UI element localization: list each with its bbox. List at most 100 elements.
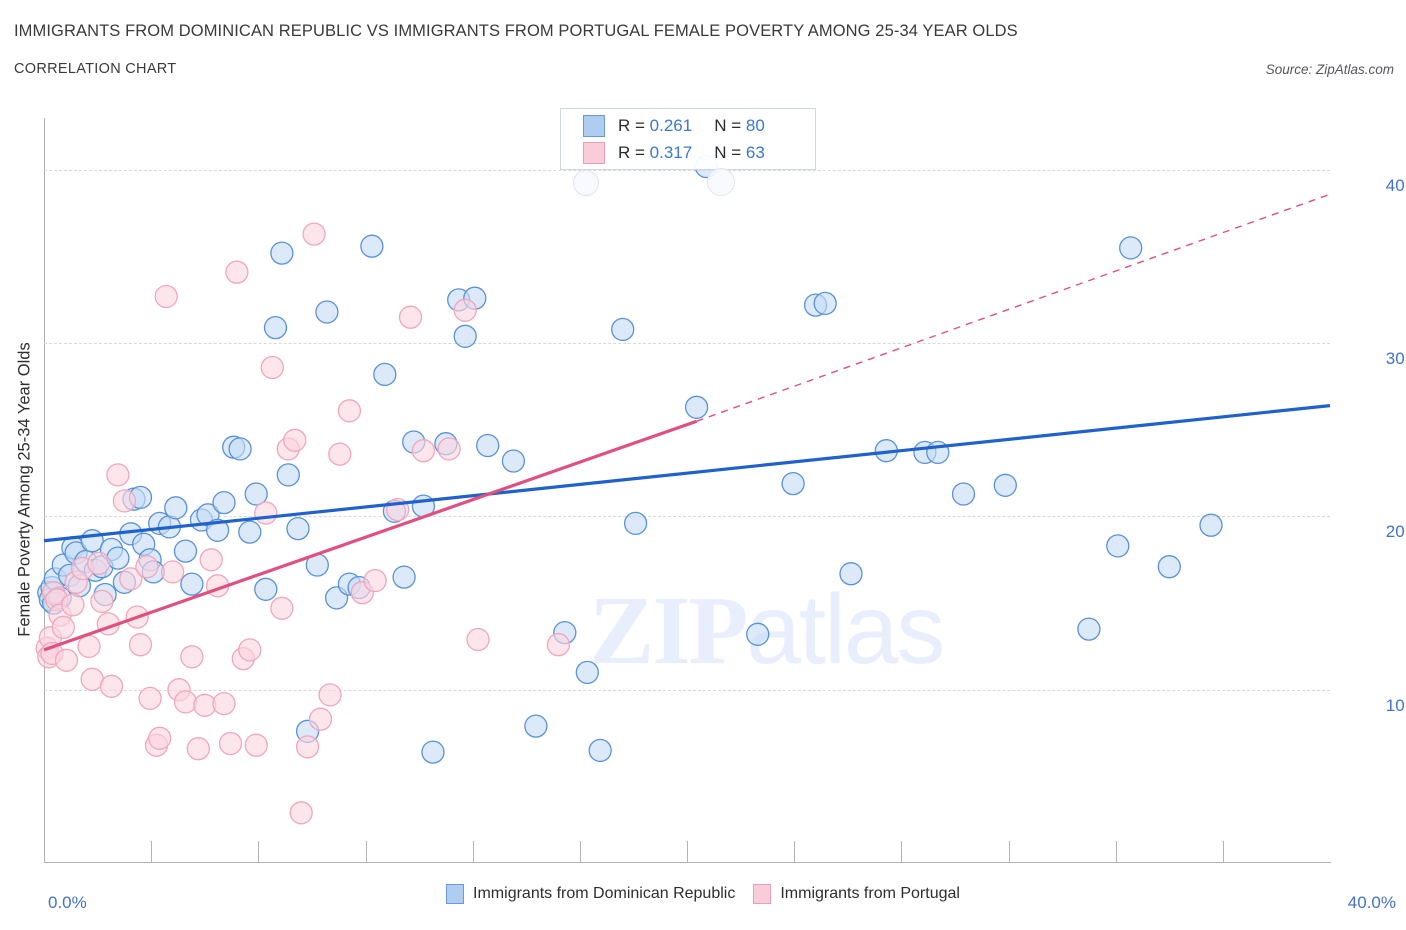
scatter-point[interactable]: [1077, 617, 1101, 641]
scatter-point[interactable]: [337, 399, 362, 423]
scatter-point[interactable]: [781, 471, 805, 496]
scatter-point[interactable]: [308, 707, 333, 731]
scatter-point[interactable]: [212, 490, 236, 515]
scatter-point[interactable]: [524, 714, 548, 738]
legend-n-label-blue: N =: [714, 116, 746, 135]
scatter-point[interactable]: [254, 501, 278, 525]
scatter-point[interactable]: [1199, 513, 1223, 537]
series-label-portugal: Immigrants from Portugal: [780, 885, 960, 902]
scatter-point[interactable]: [476, 433, 500, 458]
scatter-point[interactable]: [180, 572, 204, 596]
scatter-point[interactable]: [993, 473, 1017, 497]
scatter-point[interactable]: [225, 260, 249, 284]
scatter-canvas: [35, 154, 1331, 825]
legend-n-value-pink: 63: [745, 143, 765, 162]
scatter-point[interactable]: [588, 738, 612, 763]
legend-swatch-pink: [583, 142, 605, 164]
scatter-point[interactable]: [360, 234, 384, 258]
scatter-point[interactable]: [61, 593, 85, 617]
series-swatch-dominican-republic: [446, 884, 465, 904]
scatter-point[interactable]: [173, 690, 198, 714]
scatter-point[interactable]: [119, 567, 143, 591]
legend-r-pink: R = 0.317: [618, 143, 692, 163]
legend-ghost-circle-mid: [707, 168, 735, 196]
scatter-point[interactable]: [164, 496, 188, 520]
scatter-point[interactable]: [148, 726, 172, 750]
scatter-point[interactable]: [186, 737, 210, 761]
scatter-point[interactable]: [173, 539, 198, 563]
series-legend-item-portugal[interactable]: Immigrants from Portugal: [753, 884, 960, 904]
scatter-point[interactable]: [99, 674, 124, 698]
scatter-point[interactable]: [328, 442, 352, 466]
scatter-point[interactable]: [205, 518, 230, 542]
scatter-point[interactable]: [411, 439, 436, 463]
scatter-point[interactable]: [289, 801, 313, 825]
scatter-point[interactable]: [283, 428, 307, 452]
series-legend-item-dominican-republic[interactable]: Immigrants from Dominican Republic: [446, 884, 735, 904]
scatter-point[interactable]: [263, 315, 288, 340]
scatter-point[interactable]: [51, 615, 75, 640]
scatter-point[interactable]: [623, 511, 648, 536]
scatter-point[interactable]: [813, 291, 837, 316]
scatter-point[interactable]: [270, 596, 294, 620]
scatter-point[interactable]: [180, 645, 204, 669]
x-axis-tick: [579, 841, 581, 863]
scatter-point[interactable]: [90, 589, 114, 614]
scatter-point[interactable]: [260, 355, 284, 380]
scatter-point[interactable]: [684, 395, 709, 419]
scatter-point[interactable]: [154, 284, 178, 309]
scatter-point[interactable]: [611, 317, 635, 342]
scatter-point[interactable]: [128, 633, 153, 657]
scatter-point[interactable]: [138, 686, 162, 711]
scatter-point[interactable]: [421, 740, 445, 764]
scatter-point[interactable]: [839, 562, 863, 586]
scatter-point[interactable]: [501, 449, 526, 473]
scatter-point[interactable]: [254, 577, 278, 601]
scatter-point[interactable]: [437, 437, 461, 461]
scatter-point[interactable]: [212, 691, 236, 716]
y-axis-tick-label: 10.0%: [1385, 695, 1406, 715]
legend-n-pink: N = 63: [714, 143, 765, 163]
scatter-point[interactable]: [286, 516, 310, 541]
gridline: [44, 516, 1330, 518]
scatter-point[interactable]: [112, 489, 137, 513]
scatter-point[interactable]: [244, 733, 268, 757]
scatter-point[interactable]: [87, 551, 111, 575]
scatter-point[interactable]: [1106, 534, 1130, 558]
scatter-point[interactable]: [218, 731, 243, 756]
scatter-point[interactable]: [398, 305, 423, 329]
scatter-point[interactable]: [135, 555, 159, 579]
scatter-point[interactable]: [302, 222, 326, 246]
scatter-point[interactable]: [238, 638, 262, 662]
scatter-point[interactable]: [244, 482, 268, 506]
scatter-point[interactable]: [54, 648, 79, 672]
scatter-point[interactable]: [77, 634, 101, 659]
scatter-point[interactable]: [106, 463, 130, 487]
scatter-point[interactable]: [392, 565, 416, 589]
x-axis-tick: [1115, 841, 1117, 863]
scatter-point[interactable]: [466, 627, 490, 652]
scatter-point[interactable]: [453, 298, 477, 322]
scatter-point[interactable]: [1157, 555, 1181, 579]
scatter-point[interactable]: [315, 300, 339, 324]
scatter-point[interactable]: [951, 482, 976, 506]
scatter-point[interactable]: [746, 622, 770, 646]
scatter-point[interactable]: [373, 362, 397, 387]
x-axis-tick: [1008, 841, 1010, 863]
scatter-point[interactable]: [238, 520, 262, 544]
scatter-point[interactable]: [1119, 236, 1143, 260]
y-axis-line: [44, 118, 45, 863]
scatter-point[interactable]: [160, 560, 185, 584]
scatter-point[interactable]: [228, 437, 252, 461]
scatter-point[interactable]: [295, 735, 320, 759]
scatter-point[interactable]: [276, 463, 300, 487]
scatter-point[interactable]: [270, 241, 294, 265]
scatter-point[interactable]: [575, 660, 599, 685]
scatter-point[interactable]: [199, 548, 223, 572]
scatter-point[interactable]: [546, 633, 571, 657]
scatter-point[interactable]: [318, 683, 342, 707]
scatter-point[interactable]: [363, 568, 387, 593]
chart-subtitle: CORRELATION CHART: [14, 61, 177, 77]
scatter-point[interactable]: [106, 546, 130, 570]
scatter-point[interactable]: [453, 324, 477, 348]
